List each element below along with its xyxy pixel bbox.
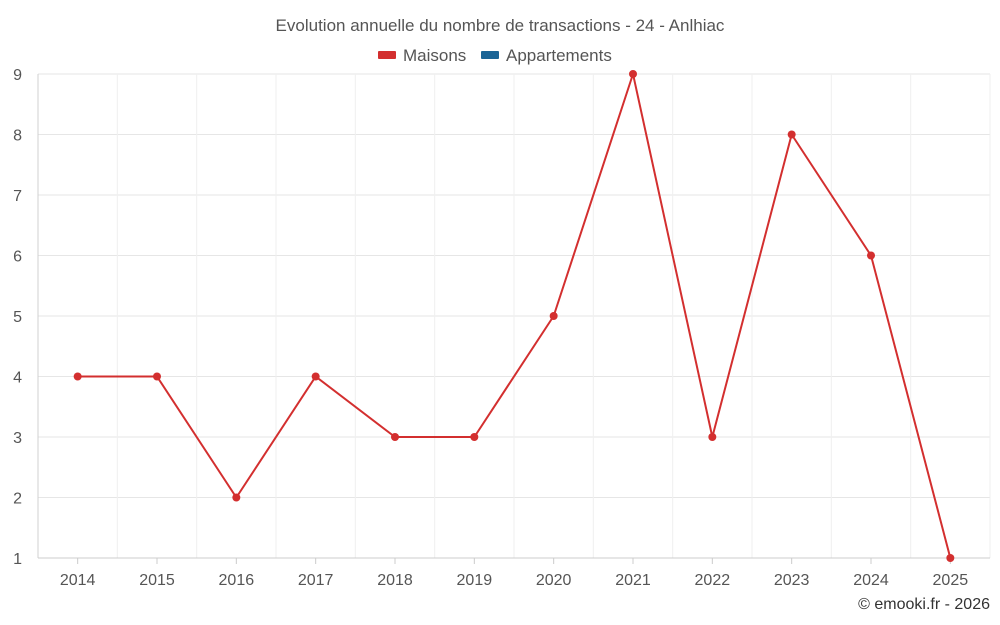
x-tick-label: 2024 <box>853 572 889 589</box>
series-maisons <box>73 70 955 562</box>
data-point <box>946 554 955 562</box>
legend: Maisons Appartements <box>378 46 612 65</box>
data-point <box>153 372 161 381</box>
x-tick-label: 2017 <box>298 572 334 589</box>
data-point <box>391 433 399 441</box>
legend-item-appartements[interactable]: Appartements <box>481 46 612 65</box>
x-tick-label: 2020 <box>536 572 572 589</box>
credit-text: © emooki.fr - 2026 <box>858 596 990 613</box>
data-point <box>73 372 82 381</box>
axes: 1 2 3 4 5 6 7 8 9 2014 2015 2016 2017 2018 2019 2020 202… <box>13 67 990 589</box>
x-tick-label: 2022 <box>695 572 731 589</box>
chart-title: Evolution annuelle du nombre de transact… <box>276 16 725 35</box>
legend-label-maisons: Maisons <box>403 46 466 65</box>
y-tick-label: 4 <box>13 370 22 387</box>
legend-swatch-appartements <box>481 51 499 59</box>
y-tick-label: 8 <box>13 128 22 145</box>
x-tick-label: 2016 <box>219 572 255 589</box>
data-point <box>708 433 717 441</box>
x-tick-label: 2014 <box>60 572 96 589</box>
y-tick-label: 3 <box>13 430 22 447</box>
data-point <box>867 251 875 260</box>
x-tick-label: 2015 <box>139 572 175 589</box>
legend-label-appartements: Appartements <box>506 46 612 65</box>
y-tick-label: 5 <box>13 309 22 326</box>
y-tick-label: 9 <box>13 67 22 84</box>
y-tick-label: 1 <box>13 551 22 568</box>
legend-swatch-maisons <box>378 51 396 59</box>
data-point <box>549 312 558 320</box>
data-point <box>629 70 637 78</box>
data-point <box>232 493 241 502</box>
y-tick-label: 6 <box>13 249 22 266</box>
x-tick-label: 2023 <box>774 572 810 589</box>
x-tick-label: 2025 <box>933 572 969 589</box>
grid <box>37 73 991 559</box>
legend-item-maisons[interactable]: Maisons <box>378 46 466 65</box>
y-tick-label: 2 <box>13 491 22 508</box>
data-point <box>311 372 320 381</box>
series-line-maisons <box>77 73 952 559</box>
x-tick-label: 2021 <box>615 572 651 589</box>
y-tick-label: 7 <box>13 188 22 205</box>
x-tick-label: 2018 <box>377 572 413 589</box>
data-point <box>787 130 796 139</box>
data-point <box>470 433 479 441</box>
x-tick-label: 2019 <box>457 572 493 589</box>
